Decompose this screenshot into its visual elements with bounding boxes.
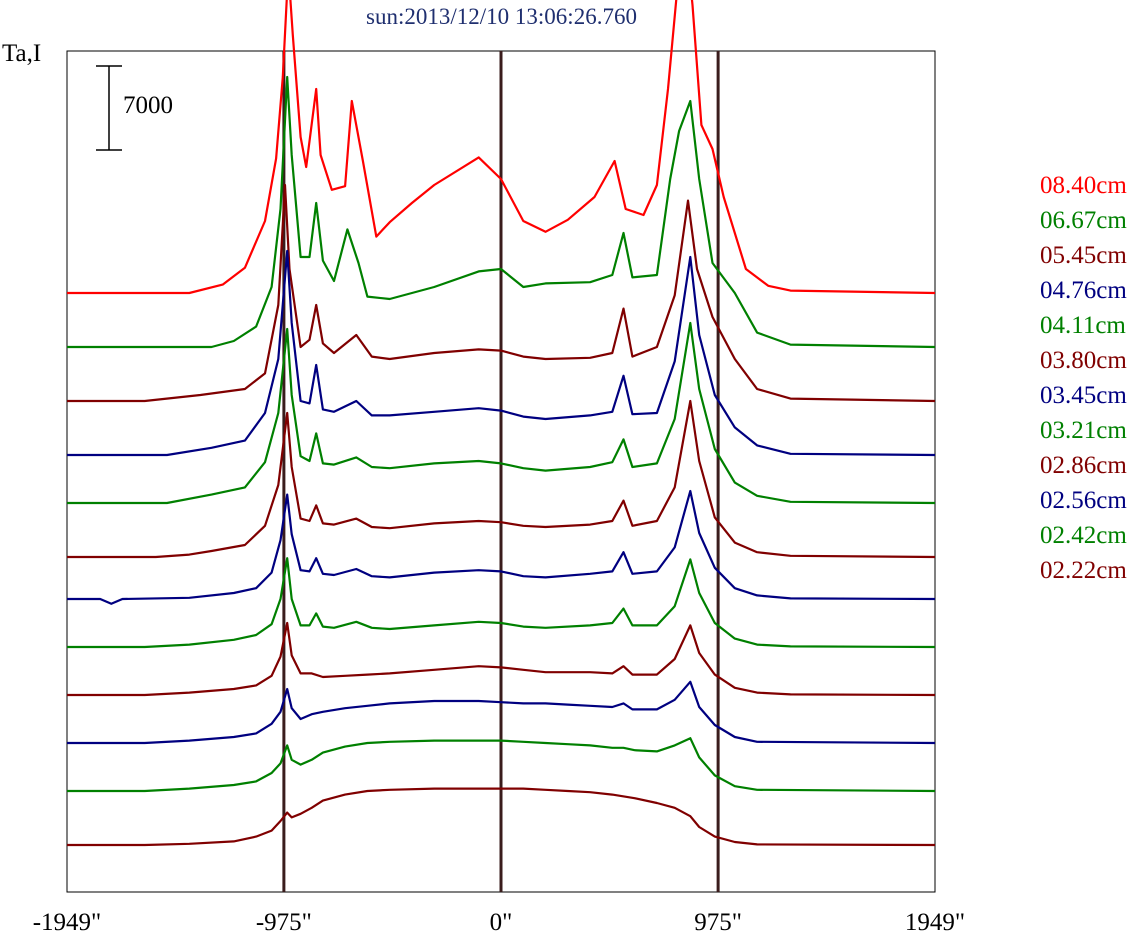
- y-axis-label: Ta,I: [2, 40, 42, 67]
- legend-entry: 03.21cm: [1040, 417, 1127, 444]
- legend-entry: 02.86cm: [1040, 452, 1127, 479]
- chart-title: sun:2013/12/10 13:06:26.760: [366, 4, 637, 29]
- legend-entry: 03.80cm: [1040, 347, 1127, 374]
- x-tick-label: 1949": [905, 909, 965, 936]
- series-line-04.76cm: [67, 249, 936, 457]
- series-line-05.45cm: [67, 183, 936, 403]
- series-line-06.67cm: [67, 75, 936, 349]
- legend-entry: 08.40cm: [1040, 172, 1127, 199]
- series-line-03.45cm: [67, 489, 936, 605]
- scale-bar-label: 7000: [123, 92, 173, 119]
- legend-entry: 03.45cm: [1040, 382, 1127, 409]
- series-line-02.22cm: [67, 787, 936, 847]
- legend-entry: 05.45cm: [1040, 242, 1127, 269]
- legend-entry: 06.67cm: [1040, 207, 1127, 234]
- legend: 08.40cm 06.67cm 05.45cm 04.76cm 04.11cm 03.80…: [1040, 168, 1127, 588]
- series-line-02.56cm: [67, 680, 936, 745]
- series-line-02.86cm: [67, 621, 936, 697]
- legend-entry: 02.22cm: [1040, 557, 1127, 584]
- legend-entry: 04.76cm: [1040, 277, 1127, 304]
- series-line-03.21cm: [67, 557, 936, 649]
- series-line-04.11cm: [67, 321, 936, 505]
- x-tick-label: -1949": [33, 909, 102, 936]
- x-tick-label: -975": [256, 909, 312, 936]
- series-line-08.40cm: [67, 0, 936, 295]
- legend-entry: 02.56cm: [1040, 487, 1127, 514]
- scale-bar: 7000: [96, 65, 173, 151]
- legend-entry: 04.11cm: [1040, 312, 1126, 339]
- x-tick-label: 975": [694, 909, 742, 936]
- series-line-02.42cm: [67, 737, 936, 793]
- legend-entry: 02.42cm: [1040, 522, 1127, 549]
- x-tick-label: 0": [490, 909, 513, 936]
- series-line-03.80cm: [67, 399, 936, 559]
